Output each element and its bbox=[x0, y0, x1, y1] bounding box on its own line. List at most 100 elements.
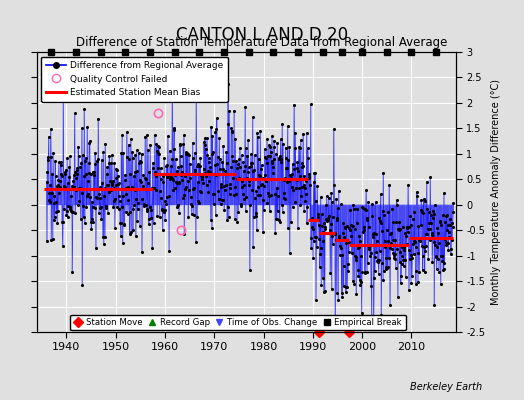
Point bbox=[447, 250, 455, 257]
Point bbox=[179, 141, 187, 148]
Point bbox=[271, 151, 280, 157]
Point bbox=[309, 254, 318, 261]
Point bbox=[260, 183, 268, 189]
Point bbox=[73, 202, 82, 208]
Point bbox=[180, 132, 188, 138]
Point bbox=[381, 238, 389, 244]
Point bbox=[95, 191, 103, 198]
Point bbox=[195, 163, 203, 169]
Point bbox=[173, 168, 181, 174]
Point bbox=[394, 294, 402, 300]
Point bbox=[143, 208, 151, 214]
Point bbox=[337, 290, 346, 296]
Point bbox=[189, 186, 197, 192]
Point bbox=[169, 146, 178, 152]
Point bbox=[242, 194, 250, 200]
Point bbox=[240, 195, 248, 202]
Point bbox=[52, 182, 61, 189]
Point bbox=[315, 236, 323, 242]
Point bbox=[176, 141, 184, 148]
Point bbox=[101, 141, 110, 148]
Point bbox=[53, 182, 62, 188]
Point bbox=[225, 214, 233, 220]
Point bbox=[365, 246, 374, 252]
Point bbox=[61, 168, 70, 175]
Point bbox=[359, 228, 367, 235]
Point bbox=[405, 246, 413, 253]
Point bbox=[302, 178, 310, 184]
Point bbox=[274, 193, 282, 200]
Point bbox=[443, 222, 452, 228]
Point bbox=[435, 219, 444, 226]
Point bbox=[374, 271, 383, 277]
Point bbox=[226, 184, 234, 191]
Point bbox=[261, 146, 269, 152]
Point bbox=[370, 268, 379, 275]
Point bbox=[210, 191, 219, 198]
Point bbox=[81, 158, 90, 164]
Point bbox=[154, 165, 162, 171]
Point bbox=[233, 176, 242, 182]
Point bbox=[431, 242, 440, 249]
Point bbox=[374, 258, 383, 265]
Point bbox=[68, 208, 77, 215]
Point bbox=[366, 250, 375, 256]
Point bbox=[427, 211, 435, 218]
Point bbox=[293, 165, 301, 171]
Text: CANTON L AND D 20: CANTON L AND D 20 bbox=[176, 26, 348, 44]
Point bbox=[269, 156, 278, 162]
Point bbox=[140, 186, 149, 192]
Point bbox=[204, 158, 213, 165]
Point bbox=[430, 210, 438, 217]
Point bbox=[55, 190, 63, 196]
Point bbox=[152, 148, 161, 154]
Point bbox=[195, 163, 204, 169]
Point bbox=[167, 172, 175, 179]
Point bbox=[58, 173, 66, 180]
Point bbox=[173, 179, 181, 186]
Point bbox=[114, 206, 123, 213]
Point bbox=[118, 239, 127, 246]
Point bbox=[226, 181, 235, 188]
Point bbox=[269, 164, 277, 171]
Point bbox=[125, 141, 133, 148]
Point bbox=[149, 160, 157, 166]
Point bbox=[365, 224, 373, 230]
Point bbox=[421, 248, 430, 254]
Point bbox=[45, 196, 53, 203]
Point bbox=[256, 172, 264, 179]
Point bbox=[148, 245, 157, 251]
Point bbox=[82, 204, 91, 210]
Point bbox=[154, 143, 162, 149]
Point bbox=[124, 210, 132, 217]
Point bbox=[115, 180, 123, 186]
Point bbox=[318, 211, 326, 218]
Point bbox=[306, 217, 314, 224]
Point bbox=[207, 124, 215, 130]
Point bbox=[281, 144, 290, 151]
Point bbox=[355, 244, 363, 250]
Point bbox=[134, 206, 142, 212]
Point bbox=[90, 169, 98, 176]
Point bbox=[57, 162, 65, 168]
Point bbox=[445, 222, 454, 228]
Point bbox=[119, 222, 128, 228]
Point bbox=[177, 172, 185, 178]
Point bbox=[344, 261, 352, 268]
Point bbox=[417, 197, 425, 204]
Point bbox=[147, 214, 155, 221]
Point bbox=[202, 173, 210, 179]
Point bbox=[358, 204, 367, 210]
Point bbox=[162, 163, 170, 170]
Point bbox=[238, 178, 247, 184]
Point bbox=[332, 196, 341, 202]
Point bbox=[263, 160, 271, 166]
Point bbox=[264, 153, 272, 159]
Point bbox=[307, 235, 315, 242]
Point bbox=[278, 209, 287, 215]
Point bbox=[112, 165, 121, 172]
Point bbox=[51, 157, 59, 164]
Point bbox=[441, 219, 450, 226]
Point bbox=[123, 184, 132, 190]
Point bbox=[439, 267, 447, 273]
